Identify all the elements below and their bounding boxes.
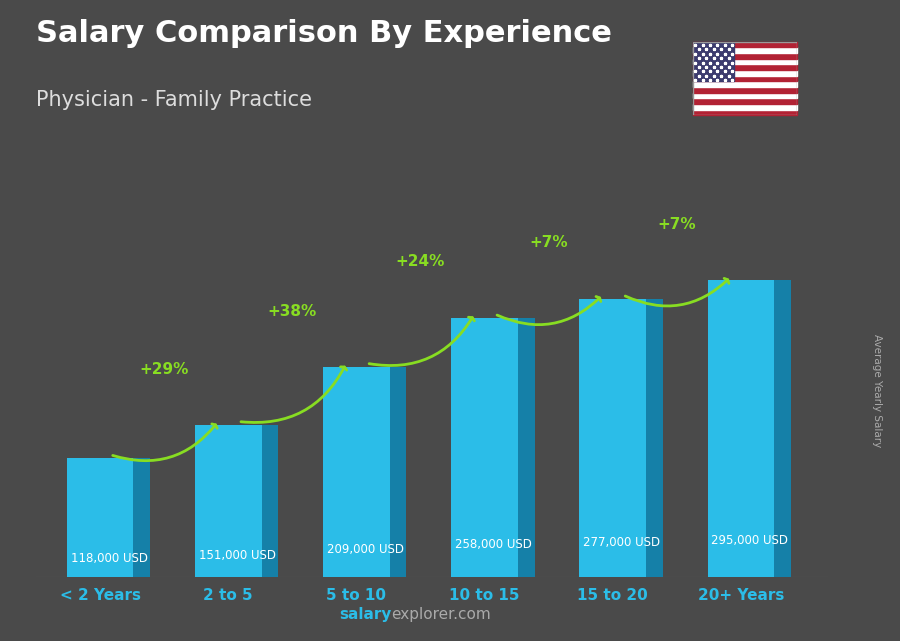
Text: 151,000 USD: 151,000 USD (199, 549, 275, 562)
Text: 277,000 USD: 277,000 USD (583, 536, 661, 549)
Bar (693, 59, 796, 64)
Text: salary: salary (339, 607, 392, 622)
Bar (693, 93, 796, 98)
Polygon shape (133, 458, 150, 577)
Text: +7%: +7% (529, 235, 568, 250)
Text: Salary Comparison By Experience: Salary Comparison By Experience (36, 19, 612, 48)
Polygon shape (580, 299, 646, 577)
Text: explorer.com: explorer.com (392, 607, 491, 622)
Bar (693, 47, 796, 53)
Bar (693, 70, 796, 76)
Bar (693, 76, 796, 81)
Polygon shape (646, 299, 662, 577)
Text: Physician - Family Practice: Physician - Family Practice (36, 90, 312, 110)
Bar (693, 64, 796, 70)
Bar (693, 53, 796, 59)
Polygon shape (707, 281, 774, 577)
Text: 295,000 USD: 295,000 USD (711, 534, 788, 547)
Polygon shape (323, 367, 390, 577)
Polygon shape (390, 367, 407, 577)
Bar (693, 81, 796, 87)
Polygon shape (262, 425, 278, 577)
Text: +7%: +7% (658, 217, 696, 232)
Text: 118,000 USD: 118,000 USD (70, 552, 148, 565)
Bar (693, 42, 796, 47)
Bar (693, 42, 734, 81)
Text: 258,000 USD: 258,000 USD (455, 538, 532, 551)
Polygon shape (774, 281, 791, 577)
Text: +29%: +29% (140, 362, 189, 377)
Text: Average Yearly Salary: Average Yearly Salary (872, 335, 883, 447)
Polygon shape (195, 425, 262, 577)
Text: +38%: +38% (267, 304, 317, 319)
Polygon shape (67, 458, 133, 577)
Bar (693, 87, 796, 93)
Polygon shape (518, 318, 535, 577)
Bar (693, 104, 796, 110)
Polygon shape (451, 318, 518, 577)
Text: 209,000 USD: 209,000 USD (327, 543, 404, 556)
Bar (693, 98, 796, 104)
Bar (693, 110, 796, 115)
Text: +24%: +24% (396, 254, 446, 269)
